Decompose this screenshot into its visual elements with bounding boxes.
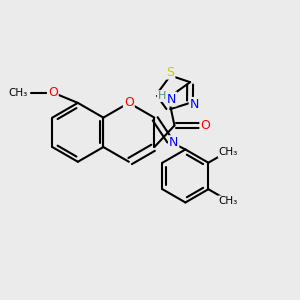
Text: H: H xyxy=(158,91,166,101)
Text: N: N xyxy=(190,98,199,111)
Text: N: N xyxy=(169,136,178,149)
Text: O: O xyxy=(200,119,210,132)
Text: S: S xyxy=(167,65,174,79)
Text: O: O xyxy=(124,96,134,110)
Text: CH₃: CH₃ xyxy=(219,147,238,157)
Text: CH₃: CH₃ xyxy=(9,88,28,98)
Text: O: O xyxy=(48,86,58,99)
Text: CH₃: CH₃ xyxy=(219,196,238,206)
Text: N: N xyxy=(167,92,176,106)
